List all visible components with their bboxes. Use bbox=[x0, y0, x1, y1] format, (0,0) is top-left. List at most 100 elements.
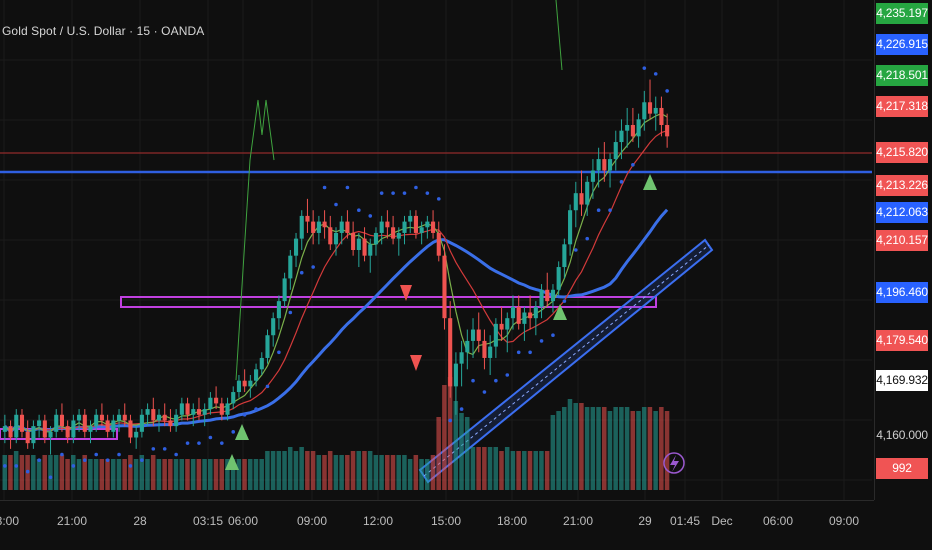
volume-bar bbox=[396, 455, 401, 490]
candle-body bbox=[579, 193, 584, 205]
volume-bar bbox=[356, 451, 361, 490]
sar-dot bbox=[117, 452, 121, 457]
volume-bar bbox=[664, 411, 670, 490]
candle-body bbox=[231, 392, 236, 404]
volume-bar bbox=[310, 451, 316, 490]
candle-body bbox=[476, 329, 481, 341]
volume-bar bbox=[253, 459, 259, 490]
candle-body bbox=[59, 414, 65, 427]
candle-body bbox=[208, 397, 213, 410]
sar-dot bbox=[151, 447, 156, 451]
volume-bar bbox=[470, 447, 476, 490]
sar-dot bbox=[505, 373, 510, 377]
sar-dot bbox=[391, 191, 395, 195]
price-tag: 4,218.501 bbox=[876, 65, 928, 86]
candle-body bbox=[602, 159, 607, 171]
volume-bar bbox=[259, 459, 264, 490]
volume-bar bbox=[8, 455, 13, 490]
time-tick-label: 06:00 bbox=[227, 514, 259, 528]
candle-body bbox=[362, 238, 367, 256]
candle-body bbox=[42, 420, 47, 438]
buy-signal-marker bbox=[225, 454, 239, 470]
candle-body bbox=[265, 335, 270, 358]
volume-bar bbox=[499, 451, 504, 490]
candle-body bbox=[179, 403, 184, 415]
volume-bar bbox=[71, 455, 76, 490]
sar-dot bbox=[562, 299, 567, 303]
sar-dot bbox=[334, 202, 338, 207]
volume-bar bbox=[53, 455, 59, 490]
candle-body bbox=[625, 125, 630, 131]
sar-dot bbox=[528, 350, 532, 355]
volume-bar bbox=[42, 455, 47, 490]
time-tick-label: 03:15 bbox=[192, 514, 224, 528]
candle-body bbox=[431, 221, 436, 233]
volume-bar bbox=[630, 411, 636, 490]
candle-body bbox=[54, 414, 59, 432]
volume-bar bbox=[196, 459, 202, 490]
candle-body bbox=[345, 221, 350, 233]
volume-bar bbox=[208, 459, 213, 490]
price-tag: 4,226.915 bbox=[876, 34, 928, 55]
sar-dot bbox=[516, 350, 521, 355]
volume-bar bbox=[179, 459, 185, 490]
volume-bar bbox=[322, 455, 327, 490]
candle-body bbox=[368, 244, 373, 256]
volume-bar bbox=[550, 415, 556, 490]
volume-bar bbox=[88, 459, 93, 490]
sar-dot bbox=[82, 458, 87, 463]
volume-bar bbox=[544, 451, 550, 490]
sell-signal-marker bbox=[400, 285, 412, 301]
volume-bar bbox=[447, 377, 453, 490]
sar-dot bbox=[482, 390, 487, 394]
candle-body bbox=[259, 357, 264, 370]
candle-body bbox=[19, 414, 25, 432]
candle-body bbox=[413, 215, 418, 233]
candle-body bbox=[642, 102, 647, 120]
candle-body bbox=[333, 232, 339, 245]
sar-dot bbox=[379, 191, 384, 195]
volume-bar bbox=[236, 459, 242, 490]
candle-body bbox=[356, 238, 361, 250]
volume-bar bbox=[299, 447, 304, 490]
candle-body bbox=[65, 426, 70, 438]
volume-bar bbox=[276, 451, 282, 490]
candle-body bbox=[248, 380, 253, 387]
candle-body bbox=[453, 363, 458, 387]
candle-body bbox=[647, 102, 653, 114]
volume-bar bbox=[487, 447, 493, 490]
candle-body bbox=[77, 414, 82, 421]
candle-body bbox=[305, 215, 310, 222]
candle-body bbox=[316, 221, 321, 233]
candle-body bbox=[168, 420, 173, 427]
time-tick-label: 06:00 bbox=[762, 514, 794, 528]
volume-bar bbox=[333, 455, 339, 490]
candle-body bbox=[516, 306, 521, 324]
volume-bar bbox=[168, 459, 173, 490]
candle-body bbox=[385, 221, 390, 228]
time-tick-label: 01:45 bbox=[669, 514, 701, 528]
volume-bar bbox=[579, 403, 584, 490]
price-scale-divider bbox=[874, 0, 875, 500]
candle-body bbox=[448, 318, 453, 387]
price-tag: 4,212.063 bbox=[876, 202, 928, 223]
volume-bar bbox=[584, 407, 590, 490]
candle-body bbox=[88, 426, 93, 432]
candle-body bbox=[636, 119, 641, 137]
sell-signal-marker bbox=[410, 355, 422, 371]
candle-body bbox=[99, 414, 104, 421]
volume-bar bbox=[516, 451, 521, 490]
sar-dot bbox=[653, 72, 658, 76]
volume-bar bbox=[647, 407, 653, 490]
candle-body bbox=[379, 221, 384, 233]
volume-bar bbox=[510, 451, 516, 490]
sar-dot bbox=[357, 208, 361, 213]
candle-body bbox=[71, 420, 76, 438]
candle-body bbox=[533, 306, 538, 319]
candle-body bbox=[8, 426, 13, 438]
volume-bar bbox=[379, 455, 384, 490]
volume-bar bbox=[128, 455, 133, 490]
volume-bar bbox=[59, 455, 65, 490]
